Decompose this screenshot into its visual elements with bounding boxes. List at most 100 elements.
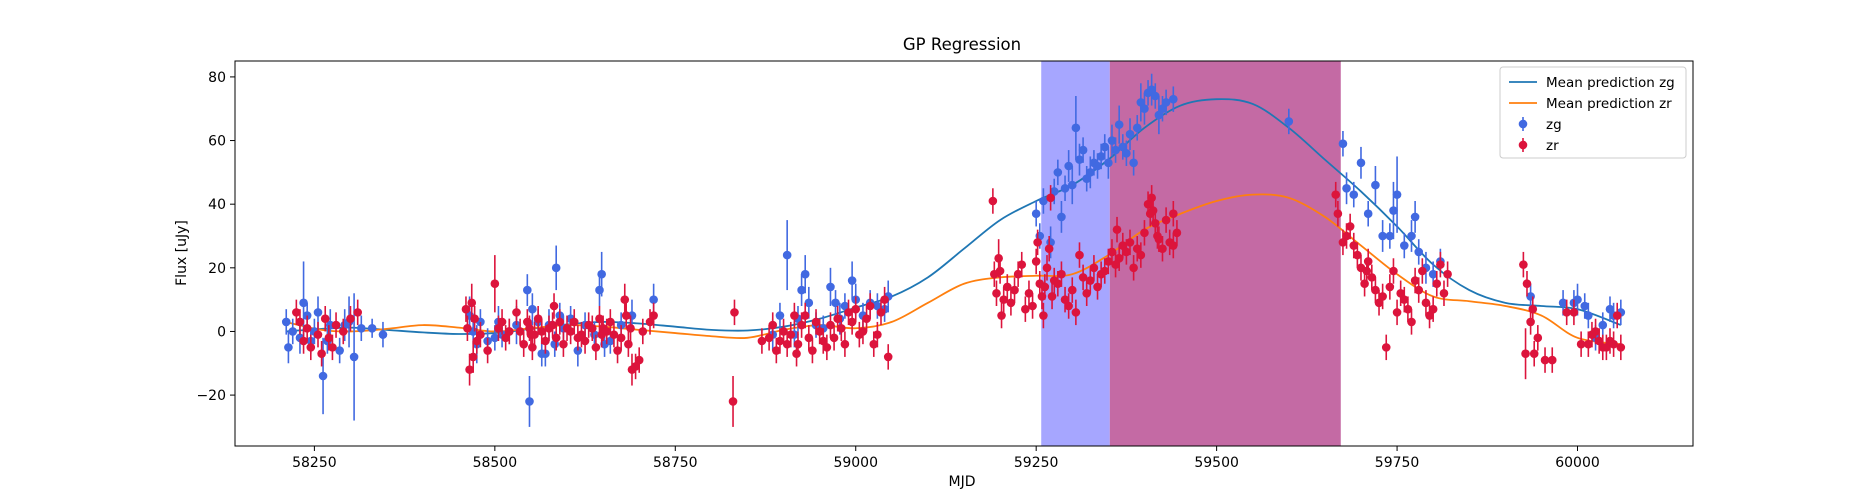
data-point-zg	[840, 301, 850, 311]
data-point-zg	[1363, 209, 1373, 219]
x-tick-label: 59500	[1194, 455, 1239, 471]
data-point-zr	[988, 196, 998, 206]
data-point-zg	[1558, 298, 1568, 308]
data-point-zr	[497, 317, 507, 327]
data-point-zg	[349, 352, 359, 362]
data-point-zr	[512, 308, 521, 317]
data-point-zg	[1140, 104, 1149, 114]
data-point-zr	[1132, 244, 1142, 254]
data-point-zr	[844, 308, 853, 317]
data-point-zr	[1107, 247, 1117, 257]
data-point-zr	[1363, 257, 1373, 266]
legend: Mean prediction zg Mean prediction zr zg zr	[1499, 66, 1687, 159]
data-point-zr	[1111, 260, 1120, 269]
data-point-zr	[1078, 273, 1088, 282]
data-point-zr	[1136, 250, 1146, 260]
data-point-zr	[858, 327, 868, 336]
x-axis-label: MJD	[949, 474, 976, 490]
data-point-zr	[790, 311, 799, 320]
data-point-zr	[461, 304, 471, 314]
data-point-zr	[346, 314, 355, 324]
data-point-zr	[1042, 263, 1052, 273]
data-point-zr	[1569, 308, 1579, 317]
data-point-zr	[317, 349, 326, 359]
data-point-zg	[284, 343, 293, 352]
data-point-zr	[1024, 288, 1034, 298]
data-point-zr	[1082, 288, 1092, 298]
data-point-zr	[880, 295, 889, 304]
data-point-zg	[1414, 247, 1424, 257]
data-point-zr	[1519, 260, 1528, 269]
data-point-zr	[494, 323, 503, 333]
data-point-zr	[620, 295, 630, 304]
data-point-zr	[1421, 298, 1431, 308]
data-point-zg	[299, 298, 308, 308]
data-point-zg	[1136, 98, 1146, 107]
data-point-zr	[782, 339, 792, 349]
data-point-zr	[792, 349, 801, 359]
data-point-zg	[1584, 311, 1593, 320]
data-point-zg	[797, 285, 806, 295]
data-point-zr	[836, 323, 846, 333]
data-point-zr	[1010, 285, 1019, 295]
data-point-zg	[1385, 231, 1395, 241]
data-point-zg	[1284, 117, 1294, 126]
data-point-zr	[1093, 282, 1102, 292]
data-point-zr	[1612, 311, 1622, 320]
x-tick-label: 59750	[1375, 455, 1420, 471]
data-point-zr	[1521, 349, 1530, 359]
data-point-zr	[1169, 241, 1178, 250]
data-point-zr	[1609, 339, 1618, 349]
legend-label-zr: zr	[1546, 138, 1559, 154]
data-point-zr	[833, 314, 842, 324]
data-point-zr	[1118, 241, 1128, 250]
data-point-zr	[490, 279, 500, 289]
data-point-zr	[1396, 288, 1405, 298]
data-point-zr	[501, 333, 510, 343]
data-point-zg	[528, 304, 537, 314]
data-point-zg	[1399, 241, 1409, 250]
data-point-zr	[528, 343, 537, 352]
data-point-zg	[525, 397, 534, 406]
data-point-zr	[631, 362, 640, 371]
data-point-zg	[1093, 161, 1102, 171]
data-point-zr	[1154, 234, 1164, 244]
data-point-zg	[804, 298, 814, 308]
data-point-zr	[847, 317, 857, 327]
data-point-zg	[1057, 212, 1066, 222]
data-point-zr	[793, 339, 803, 349]
data-point-zr	[551, 333, 561, 343]
data-point-zr	[1044, 244, 1054, 254]
data-point-zr	[1439, 288, 1449, 298]
data-point-zr	[1547, 355, 1557, 365]
data-point-zr	[822, 343, 832, 352]
data-point-zr	[1057, 269, 1066, 279]
data-point-zr	[1616, 343, 1626, 352]
data-point-zr	[764, 333, 774, 343]
y-tick-label: 40	[208, 197, 226, 213]
data-point-zr	[811, 317, 821, 327]
data-point-zr	[541, 336, 550, 346]
data-point-zr	[779, 327, 788, 336]
data-point-zr	[999, 295, 1008, 304]
data-point-zr	[483, 346, 492, 355]
data-point-zr	[1584, 339, 1593, 349]
data-point-zr	[580, 336, 590, 346]
data-point-zg	[775, 311, 785, 320]
data-point-zr	[467, 298, 477, 308]
data-point-zr	[876, 308, 886, 317]
data-point-zr	[997, 311, 1006, 320]
x-tick-label: 58500	[473, 455, 518, 471]
data-point-zg	[1573, 295, 1582, 304]
data-point-zr	[1114, 253, 1124, 263]
data-point-zg	[1107, 136, 1117, 145]
data-point-zr	[1540, 355, 1550, 365]
data-point-zr	[1385, 282, 1395, 292]
plot-frame	[234, 60, 1694, 447]
data-point-zr	[533, 314, 543, 324]
data-point-zg	[318, 371, 328, 381]
data-point-zg	[541, 349, 550, 359]
data-point-zg	[335, 346, 344, 355]
data-point-zr	[1371, 285, 1380, 295]
